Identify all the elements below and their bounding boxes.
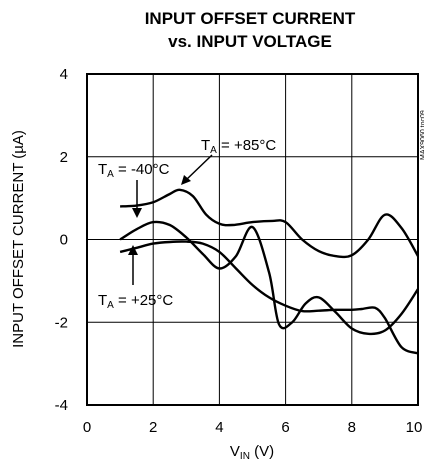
series-line-1	[120, 188, 420, 259]
annotation-85c: TA = +85°C	[201, 137, 276, 156]
y-tick-label: -2	[55, 314, 68, 331]
grid	[87, 74, 418, 405]
plot-frame	[86, 73, 419, 406]
y-tick-label: 0	[60, 232, 68, 249]
arrowhead-minus40c	[132, 208, 142, 218]
annotation-arrows	[128, 154, 213, 285]
chart-title-line-2: vs. INPUT VOLTAGE	[168, 32, 332, 51]
chart-title-line-1: INPUT OFFSET CURRENT	[145, 9, 356, 28]
x-axis-label: VIN (V)	[230, 443, 274, 462]
y-tick-label: 2	[60, 149, 68, 166]
series-line-2	[119, 220, 419, 336]
arrow-85c	[185, 154, 213, 181]
x-tick-label: 0	[83, 419, 91, 436]
x-tick-label: 10	[406, 419, 423, 436]
series-line-3	[119, 240, 419, 355]
x-tick-label: 8	[348, 419, 356, 436]
series-layer	[119, 188, 420, 355]
arrowhead-85c	[181, 175, 191, 185]
arrowhead-25c	[128, 245, 138, 255]
x-tick-label: 6	[281, 419, 289, 436]
x-tick-label: 2	[149, 419, 157, 436]
y-axis-label: INPUT OFFSET CURRENT (µA)	[10, 130, 27, 348]
figure-id: MAX9060 toc09	[420, 110, 424, 160]
y-tick-label: -4	[55, 397, 68, 414]
x-tick-label: 4	[215, 419, 223, 436]
annotation-minus40c: TA = -40°C	[98, 161, 170, 180]
x-tick-labels: 0 2 4 6 8 10	[83, 419, 423, 436]
y-tick-label: 4	[60, 66, 68, 83]
annotation-25c: TA = +25°C	[98, 292, 173, 311]
y-tick-labels: 4 2 0 -2 -4	[55, 66, 68, 414]
